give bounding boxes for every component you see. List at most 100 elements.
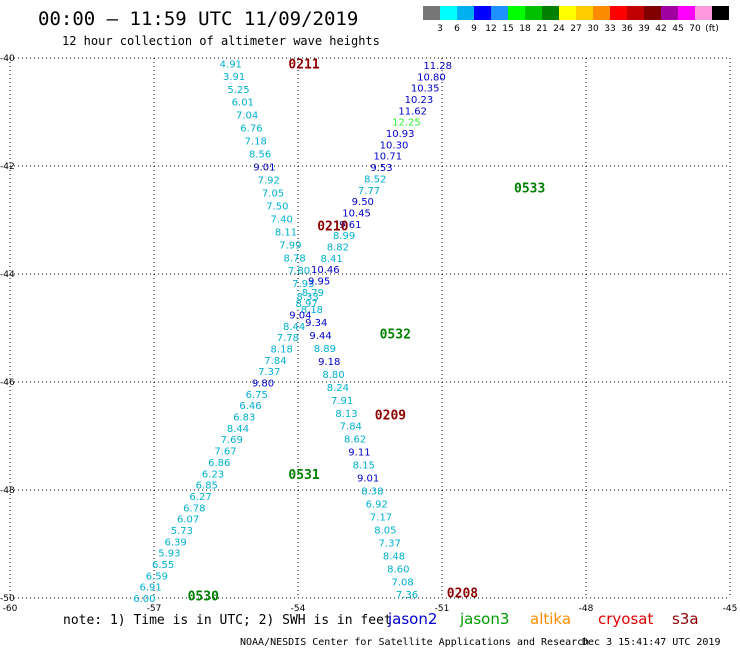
swh-value-label: 8.89 bbox=[314, 344, 336, 355]
swh-value-label: 8.38 bbox=[361, 487, 383, 498]
colorbar-label: 9 bbox=[471, 24, 477, 34]
swh-value-label: 6.39 bbox=[164, 537, 186, 548]
colorbar-swatch bbox=[525, 6, 542, 20]
swh-value-label: 11.62 bbox=[398, 106, 427, 117]
swh-value-label: 12.25 bbox=[392, 118, 421, 129]
swh-value-label: 5.25 bbox=[227, 85, 249, 96]
colorbar-swatch bbox=[627, 6, 644, 20]
y-tick-label: -46 bbox=[0, 378, 15, 388]
swh-value-label: 10.46 bbox=[311, 265, 340, 276]
swh-value-label: 8.13 bbox=[335, 409, 357, 420]
track-time-label: 0531 bbox=[288, 468, 319, 483]
y-tick-label: -42 bbox=[0, 162, 15, 172]
colorbar-swatch bbox=[661, 6, 678, 20]
swh-value-label: 7.40 bbox=[271, 214, 293, 225]
swh-value-label: 8.44 bbox=[283, 322, 305, 333]
colorbar-swatch bbox=[576, 6, 593, 20]
chart-title: 00:00 – 11:59 UTC 11/09/2019 bbox=[38, 8, 358, 30]
swh-value-label: 5.93 bbox=[158, 549, 180, 560]
swh-value-label: 7.50 bbox=[266, 201, 288, 212]
swh-value-label: 8.82 bbox=[327, 242, 349, 253]
swh-value-label: 6.23 bbox=[202, 469, 224, 480]
swh-value-label: 6.86 bbox=[208, 458, 230, 469]
swh-value-label: 6.46 bbox=[239, 401, 261, 412]
legend-jason2: jason2 bbox=[387, 610, 437, 628]
swh-value-label: 7.04 bbox=[236, 111, 258, 122]
swh-value-label: 6.75 bbox=[246, 390, 268, 401]
colorbar-label: 30 bbox=[587, 24, 599, 34]
swh-value-label: 8.78 bbox=[284, 253, 306, 264]
track-time-label: 0211 bbox=[288, 57, 319, 72]
swh-value-label: 9.44 bbox=[309, 331, 331, 342]
swh-value-label: 8.97 bbox=[296, 299, 318, 310]
y-tick-label: -40 bbox=[0, 54, 15, 64]
track-time-label: 0532 bbox=[380, 327, 411, 342]
swh-value-label: 10.71 bbox=[373, 152, 402, 163]
swh-value-label: 7.92 bbox=[258, 176, 280, 187]
swh-value-label: 6.92 bbox=[366, 500, 388, 511]
swh-value-label: 6.76 bbox=[240, 124, 262, 135]
swh-value-label: 8.11 bbox=[275, 227, 297, 238]
chart-subtitle: 12 hour collection of altimeter wave hei… bbox=[62, 34, 380, 48]
swh-value-label: 9.18 bbox=[318, 357, 340, 368]
swh-value-label: 6.01 bbox=[232, 98, 254, 109]
footer-timestamp: Dec 3 15:41:47 UTC 2019 bbox=[582, 637, 720, 648]
swh-value-label: 9.95 bbox=[308, 276, 330, 287]
swh-value-label: 6.07 bbox=[177, 515, 199, 526]
colorbar-swatch bbox=[508, 6, 525, 20]
legend-cryosat: cryosat bbox=[598, 610, 653, 628]
swh-value-label: 11.28 bbox=[423, 61, 452, 72]
swh-value-label: 9.01 bbox=[253, 163, 275, 174]
swh-value-label: 7.84 bbox=[340, 422, 362, 433]
swh-value-label: 5.73 bbox=[171, 526, 193, 537]
swh-value-label: 6.78 bbox=[183, 503, 205, 514]
swh-value-label: 7.93 bbox=[292, 279, 314, 290]
swh-value-label: 7.99 bbox=[279, 240, 301, 251]
colorbar-swatch bbox=[712, 6, 729, 20]
colorbar-swatch bbox=[423, 6, 440, 20]
swh-value-label: 7.67 bbox=[214, 447, 236, 458]
swh-value-label: 8.80 bbox=[322, 370, 344, 381]
colorbar-label: 39 bbox=[638, 24, 650, 34]
swh-value-label: 6.00 bbox=[133, 594, 155, 605]
swh-value-label: 9.01 bbox=[357, 474, 379, 485]
colorbar-label: 3 bbox=[437, 24, 443, 34]
swh-value-label: 8.18 bbox=[301, 305, 323, 316]
y-tick-label: -48 bbox=[0, 486, 15, 496]
y-tick-label: -44 bbox=[0, 270, 15, 280]
x-tick-label: -54 bbox=[291, 604, 306, 614]
grid-lines bbox=[9, 57, 731, 599]
swh-value-label: 7.08 bbox=[392, 577, 414, 588]
swh-value-label: 4.91 bbox=[220, 59, 242, 70]
legend-jason3: jason3 bbox=[459, 610, 509, 628]
x-tick-label: -51 bbox=[435, 604, 450, 614]
swh-value-label: 7.80 bbox=[288, 266, 310, 277]
swh-value-label: 7.91 bbox=[331, 396, 353, 407]
track-time-label: 0533 bbox=[514, 182, 545, 197]
x-tick-label: -45 bbox=[723, 604, 738, 614]
colorbar-swatch bbox=[678, 6, 695, 20]
colorbar-label: 24 bbox=[553, 24, 565, 34]
swh-value-label: 7.77 bbox=[358, 186, 380, 197]
swh-value-label: 10.45 bbox=[342, 208, 371, 219]
swh-value-label: 7.78 bbox=[277, 333, 299, 344]
colorbar-label: 70 bbox=[689, 24, 701, 34]
swh-value-label: 6.91 bbox=[140, 583, 162, 594]
track-time-label: 0210 bbox=[317, 219, 348, 234]
swh-value-label: 8.33 bbox=[296, 292, 318, 303]
swh-value-label: 6.55 bbox=[152, 560, 174, 571]
colorbar-label: 33 bbox=[604, 24, 615, 34]
swh-value-label: 9.53 bbox=[370, 163, 392, 174]
swh-value-label: 8.62 bbox=[344, 435, 366, 446]
colorbar-swatch bbox=[593, 6, 610, 20]
swh-value-label: 8.05 bbox=[374, 525, 396, 536]
colorbar-label: 18 bbox=[519, 24, 531, 34]
swh-value-label: 8.15 bbox=[353, 461, 375, 472]
data-points: 4.91 3.91 5.25 6.01 7.04 6.76 7.18 8.56 9.01 7.92… bbox=[133, 59, 452, 605]
swh-value-label: 8.52 bbox=[364, 174, 386, 185]
swh-value-label: 7.18 bbox=[245, 137, 267, 148]
swh-value-label: 8.99 bbox=[333, 231, 355, 242]
satellite-legend: jason2 jason3 altika cryosat s3a bbox=[387, 610, 699, 628]
